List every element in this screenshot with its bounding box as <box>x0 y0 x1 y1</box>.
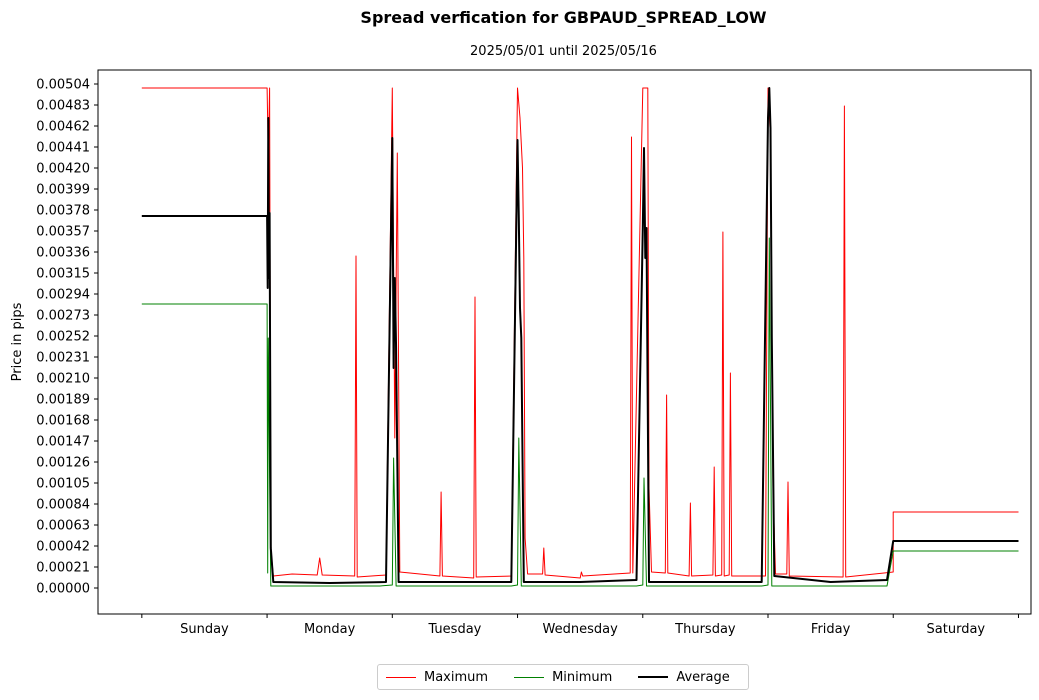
y-tick-label: 0.00231 <box>36 351 90 366</box>
y-tick-label: 0.00042 <box>36 540 90 555</box>
series-line-average <box>141 87 1019 584</box>
y-tick-label: 0.00504 <box>36 78 90 93</box>
y-axis: 0.00000 0.00021 0.00042 0.00063 0.00084 0.001… <box>36 78 98 597</box>
y-tick-label: 0.00420 <box>36 162 90 177</box>
y-tick-label: 0.00126 <box>36 456 90 471</box>
y-tick-label: 0.00063 <box>36 519 90 534</box>
series-line-maximum <box>141 87 1019 579</box>
y-tick-label: 0.00000 <box>36 582 90 597</box>
legend-label: Minimum <box>552 669 613 685</box>
x-axis: Sunday Monday Tuesday Wednesday Thursday Frid… <box>141 614 1019 637</box>
y-axis-label: Price in pips <box>10 302 25 381</box>
y-tick-label: 0.00084 <box>36 498 90 513</box>
y-tick-label: 0.00210 <box>36 372 90 387</box>
y-tick-label: 0.00315 <box>36 267 90 282</box>
x-tick-label: Thursday <box>674 622 736 637</box>
x-tick-label: Friday <box>811 622 851 637</box>
y-tick-label: 0.00189 <box>36 393 90 408</box>
y-tick-label: 0.00147 <box>36 435 90 450</box>
y-tick-label: 0.00252 <box>36 330 90 345</box>
x-tick-label: Wednesday <box>543 622 619 637</box>
series-line-minimum <box>141 237 1019 587</box>
chart-title: Spread verfication for GBPAUD_SPREAD_LOW <box>360 8 767 27</box>
x-tick-label: Sunday <box>180 622 229 637</box>
legend-label: Average <box>676 669 730 685</box>
y-tick-label: 0.00483 <box>36 99 90 114</box>
legend-item-maximum: Maximum <box>386 670 488 685</box>
y-tick-label: 0.00378 <box>36 204 90 219</box>
y-tick-label: 0.00441 <box>36 141 90 156</box>
y-tick-label: 0.00273 <box>36 309 90 324</box>
y-tick-label: 0.00021 <box>36 561 90 576</box>
x-tick-label: Saturday <box>927 622 986 637</box>
chart-subtitle: 2025/05/01 until 2025/05/16 <box>470 44 657 59</box>
legend-swatch <box>638 676 669 678</box>
y-tick-label: 0.00294 <box>36 288 90 303</box>
legend-label: Maximum <box>424 669 489 685</box>
y-tick-label: 0.00105 <box>36 477 90 492</box>
chart-svg: 0.00000 0.00021 0.00042 0.00063 0.00084 0.001… <box>10 69 1032 637</box>
x-tick-label: Monday <box>304 622 356 637</box>
x-tick-label: Tuesday <box>427 622 481 637</box>
y-tick-label: 0.00462 <box>36 120 90 135</box>
legend-item-average: Average <box>638 669 730 685</box>
y-tick-label: 0.00399 <box>36 183 90 198</box>
y-tick-label: 0.00357 <box>36 225 90 240</box>
legend: Maximum Minimum Average <box>377 664 749 690</box>
plot-lines <box>141 87 1019 587</box>
legend-swatch <box>386 676 416 678</box>
y-tick-label: 0.00336 <box>36 246 90 261</box>
legend-item-minimum: Minimum <box>514 670 612 685</box>
y-tick-label: 0.00168 <box>36 414 90 429</box>
plot-area-frame <box>97 69 1032 615</box>
legend-swatch <box>514 676 545 678</box>
